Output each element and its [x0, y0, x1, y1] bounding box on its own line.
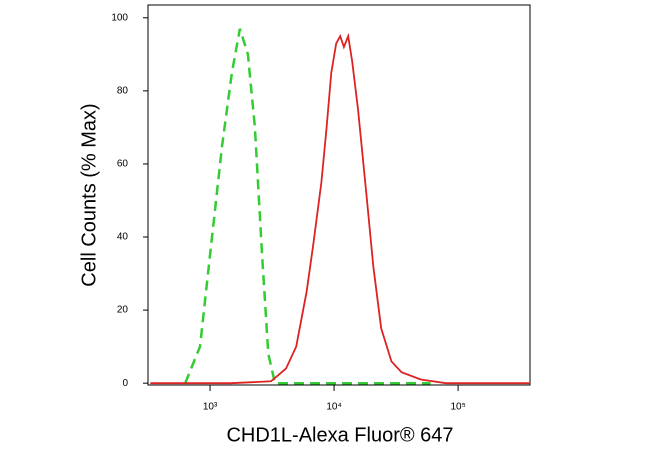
plot-frame — [147, 4, 531, 386]
y-tick-label: 80 — [117, 86, 129, 97]
y-tick-label: 40 — [117, 232, 129, 243]
x-tick-label: 10⁴ — [326, 402, 341, 413]
y-tick-label: 20 — [117, 305, 129, 316]
histogram-line — [150, 32, 530, 385]
x-tick-label: 10⁵ — [450, 402, 465, 413]
y-tick-label: 0 — [122, 378, 128, 389]
histogram-line — [184, 28, 431, 385]
y-tick-label: 100 — [111, 12, 128, 23]
x-axis-label: CHD1L-Alexa Fluor® 647 — [226, 424, 453, 446]
x-tick-label: 10³ — [203, 402, 218, 413]
y-tick-label: 60 — [117, 159, 129, 170]
y-axis-label: Cell Counts (% Max) — [78, 103, 100, 286]
